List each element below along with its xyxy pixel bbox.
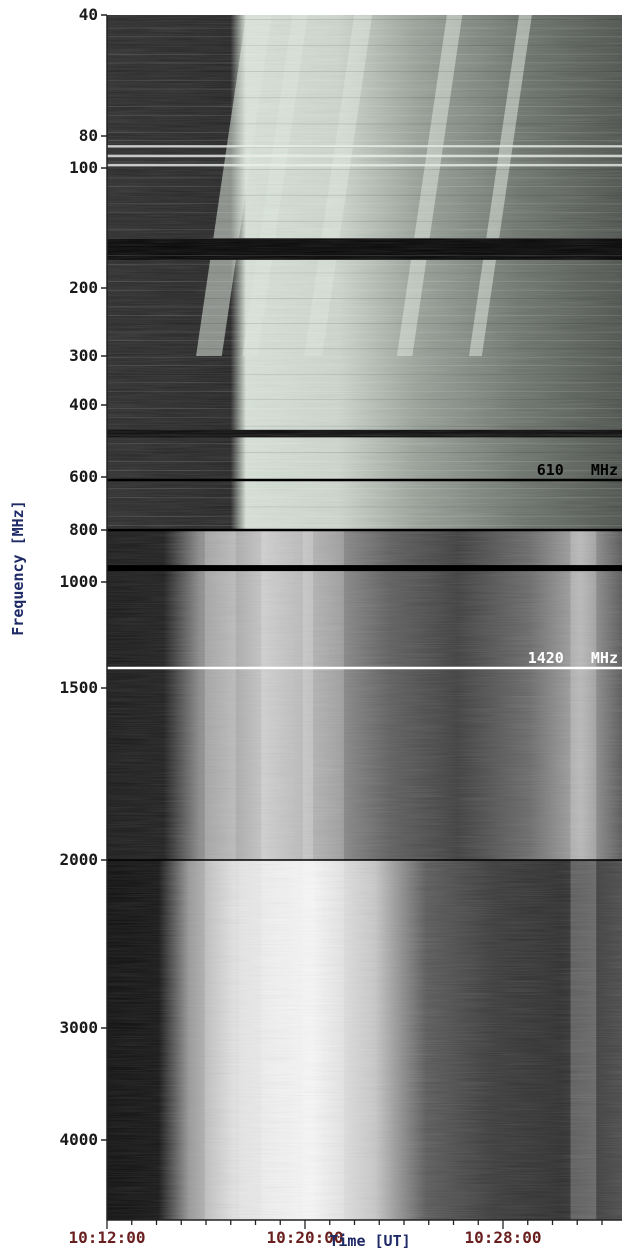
y-tick-label: 300 <box>69 346 98 365</box>
y-tick-label: 400 <box>69 395 98 414</box>
y-tick-label: 600 <box>69 467 98 486</box>
y-tick-label: 80 <box>79 126 98 145</box>
x-tick-label: 10:20:00 <box>266 1228 343 1247</box>
y-tick-label: 1000 <box>59 572 98 591</box>
x-tick-label: 10:28:00 <box>464 1228 541 1247</box>
y-tick-label: 1500 <box>59 678 98 697</box>
reference-label-1420: 1420 MHz <box>528 649 618 667</box>
plot-area: 610 MHz 1420 MHz <box>107 15 622 1220</box>
y-tick-label: 40 <box>79 5 98 24</box>
x-axis-ticks: 10:12:00 10:20:00 10:28:00 <box>68 1220 603 1247</box>
y-tick-label: 800 <box>69 520 98 539</box>
y-tick-label: 2000 <box>59 850 98 869</box>
rfi-band <box>107 565 622 572</box>
plot-frame <box>106 15 622 1221</box>
y-tick-label: 200 <box>69 278 98 297</box>
reference-lines: 610 MHz 1420 MHz <box>107 461 622 670</box>
y-tick-label: 100 <box>69 158 98 177</box>
y-axis-ticks: 40 80 100 200 300 400 600 800 1000 1500 2000 3000 40… <box>59 5 107 1149</box>
y-tick-label: 4000 <box>59 1130 98 1149</box>
x-tick-label: 10:12:00 <box>68 1228 145 1247</box>
y-axis-title: Frequency [MHz] <box>9 500 27 635</box>
x-axis-title: Time [UT] <box>329 1232 410 1250</box>
y-tick-label: 3000 <box>59 1018 98 1037</box>
noise-texture <box>107 15 622 1220</box>
spectrum-image <box>107 15 622 1220</box>
reference-label-610: 610 MHz <box>537 461 618 479</box>
